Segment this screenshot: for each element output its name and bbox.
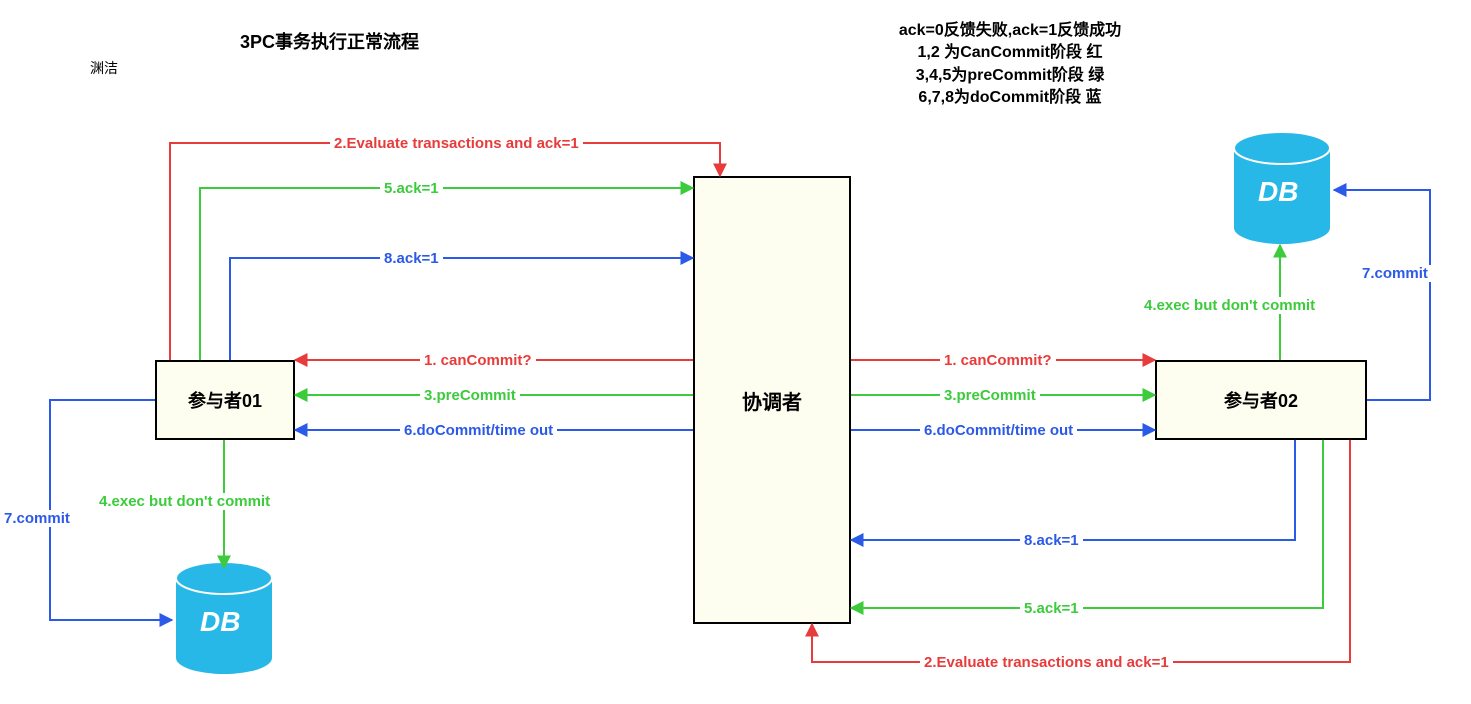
db1-label: DB — [200, 606, 240, 638]
edge-label: 8.ack=1 — [1020, 532, 1083, 549]
edge-label: 3.preCommit — [420, 387, 520, 404]
participant-01-node: 参与者01 — [155, 360, 295, 440]
watermark-text: 渊洁 — [90, 58, 118, 78]
edge-label: 6.doCommit/time out — [400, 422, 557, 439]
node-label: 参与者01 — [188, 387, 262, 413]
edge-label: 5.ack=1 — [1020, 600, 1083, 617]
legend-line: ack=0反馈失败,ack=1反馈成功 — [870, 20, 1150, 42]
edge-label: 6.doCommit/time out — [920, 422, 1077, 439]
legend-line: 6,7,8为doCommit阶段 蓝 — [870, 87, 1150, 109]
db2-label: DB — [1258, 176, 1298, 208]
edge-label: 7.commit — [1358, 265, 1432, 282]
legend-line: 1,2 为CanCommit阶段 红 — [870, 42, 1150, 64]
node-label: 协调者 — [742, 386, 802, 415]
edge-label: 4.exec but don't commit — [1140, 297, 1319, 314]
legend-line: 3,4,5为preCommit阶段 绿 — [870, 65, 1150, 87]
legend-block: ack=0反馈失败,ack=1反馈成功 1,2 为CanCommit阶段 红 3… — [870, 20, 1150, 110]
edge-label: 4.exec but don't commit — [95, 493, 274, 510]
edge-label: 8.ack=1 — [380, 250, 443, 267]
edge-label: 5.ack=1 — [380, 180, 443, 197]
edge-label: 1. canCommit? — [940, 352, 1056, 369]
coordinator-node: 协调者 — [693, 176, 851, 624]
edge-label: 3.preCommit — [940, 387, 1040, 404]
edge-label: 7.commit — [0, 510, 74, 527]
edge-label: 2.Evaluate transactions and ack=1 — [330, 135, 583, 152]
diagram-title: 3PC事务执行正常流程 — [240, 28, 419, 54]
edge-label: 1. canCommit? — [420, 352, 536, 369]
node-label: 参与者02 — [1224, 387, 1298, 413]
edge-label: 2.Evaluate transactions and ack=1 — [920, 654, 1173, 671]
participant-02-node: 参与者02 — [1155, 360, 1367, 440]
